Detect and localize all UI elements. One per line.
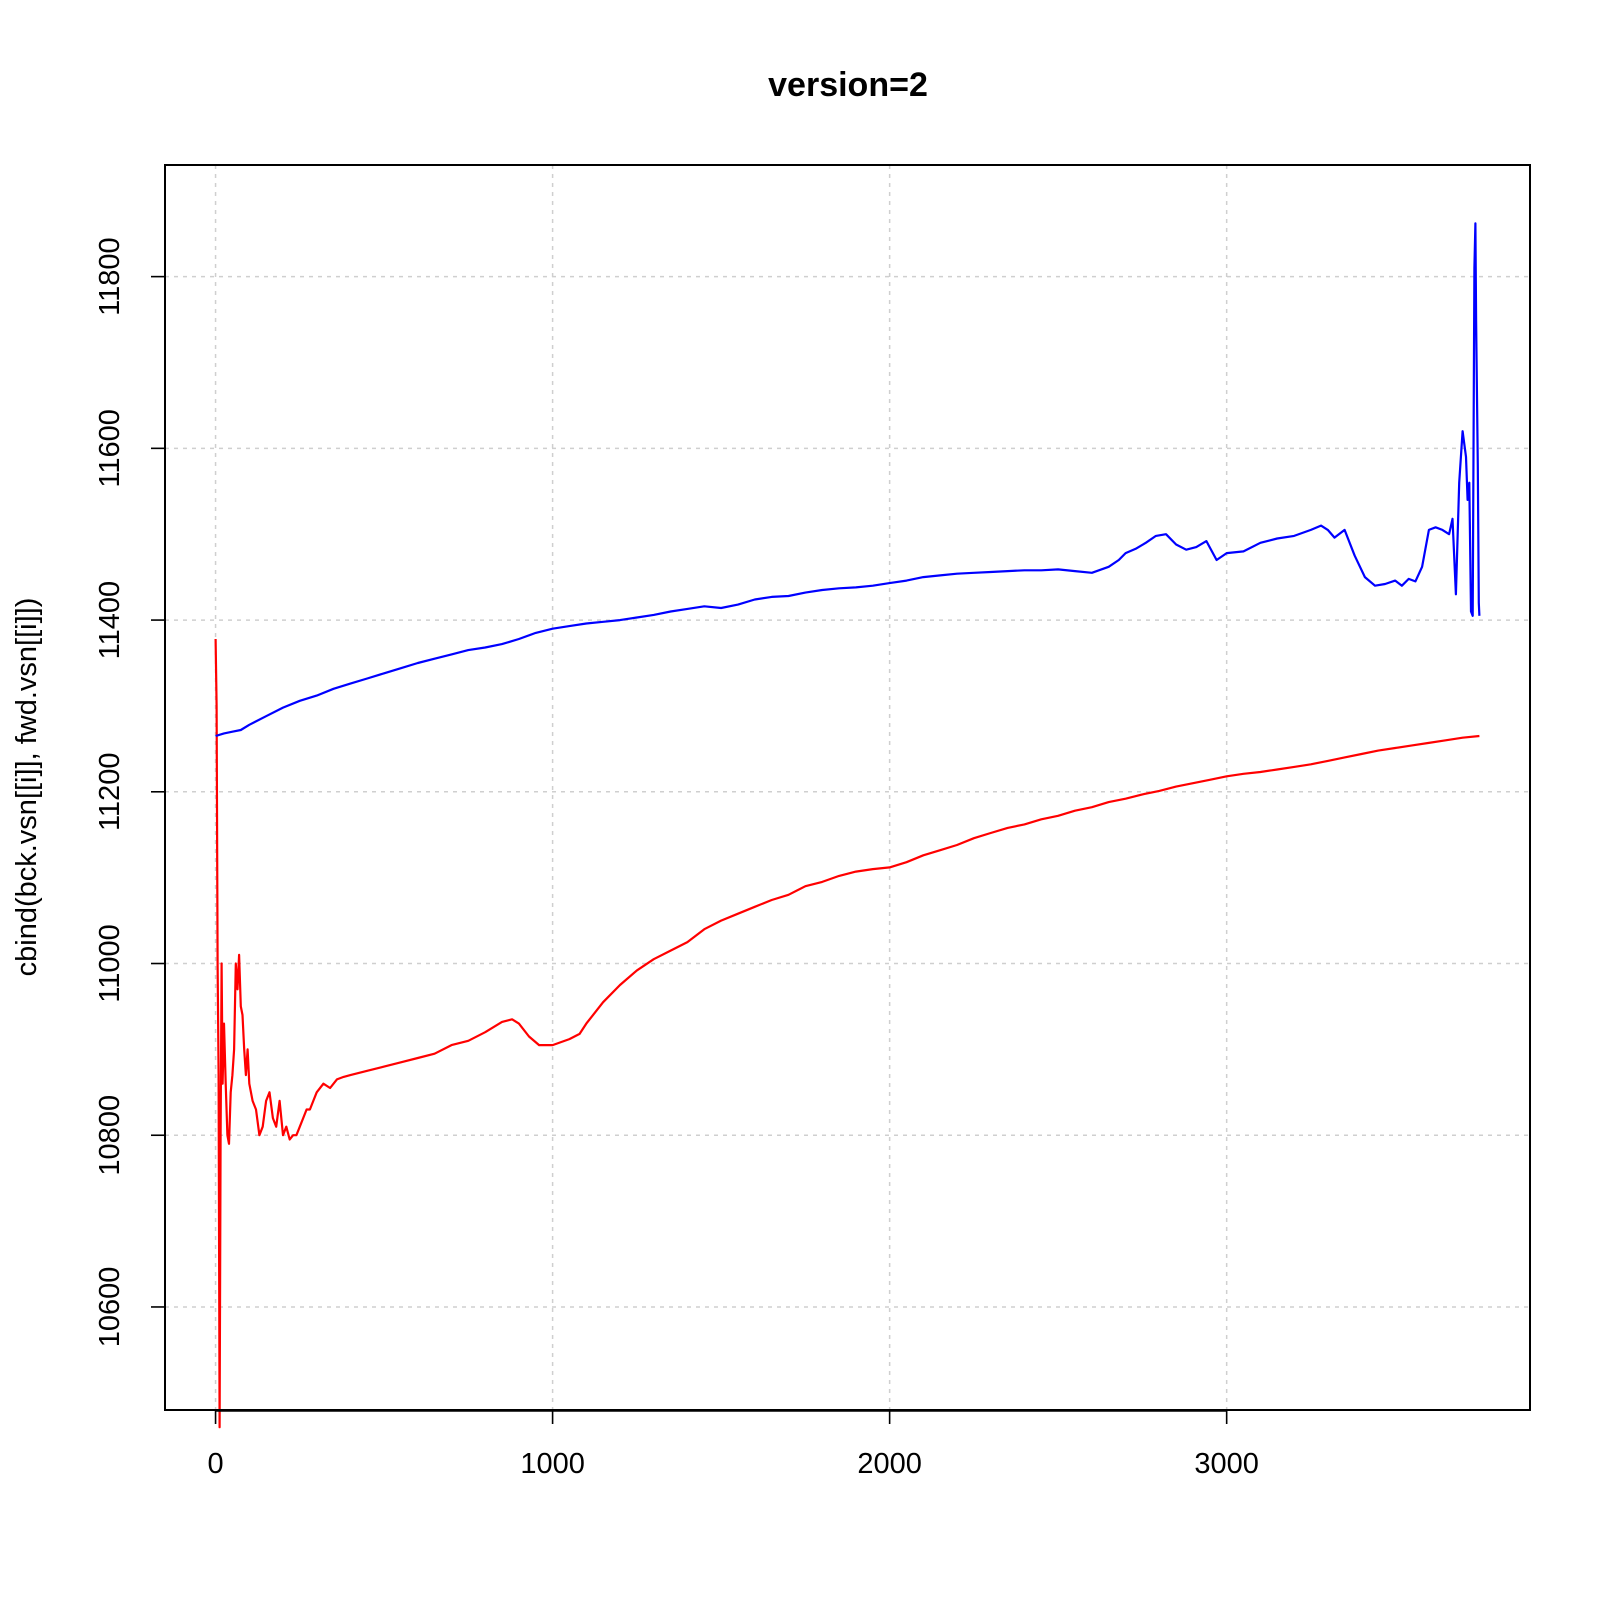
plot-area-frame: [164, 164, 1531, 1411]
y-tick-label-11000: 11000: [94, 924, 126, 1003]
y-tick-label-11800: 11800: [94, 237, 126, 316]
chart-title: version=2: [768, 66, 928, 104]
y-tick-label-11400: 11400: [94, 581, 126, 660]
series-line-1: [214, 638, 1480, 1429]
y-tick-label-10800: 10800: [94, 1095, 126, 1176]
y-tick-label-10600: 10600: [94, 1267, 126, 1348]
series-line-2: [215, 222, 1481, 738]
x-axis: 0 1000 2000 3000: [207, 1410, 1259, 1480]
x-tick-label-1000: 1000: [520, 1448, 585, 1480]
x-tick-label-3000: 3000: [1194, 1448, 1259, 1480]
x-tick-label-2000: 2000: [857, 1448, 922, 1480]
series-layer: [214, 222, 1481, 1429]
y-axis-label: cbind(bck.vsn[[i]], fwd.vsn[[i]]): [11, 598, 43, 977]
x-tick-label-0: 0: [207, 1448, 223, 1480]
grid-lines: [165, 165, 1530, 1410]
y-axis: 10600 10800 11000 11200 11400 11600 11800: [94, 237, 166, 1348]
y-tick-label-11600: 11600: [94, 409, 126, 488]
y-tick-label-11200: 11200: [94, 753, 126, 832]
